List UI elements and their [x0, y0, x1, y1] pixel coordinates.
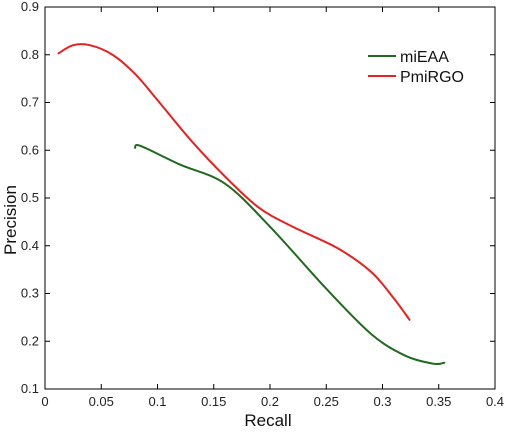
- legend: miEAA PmiRGO: [368, 49, 464, 86]
- x-tick-label: 0.15: [201, 394, 226, 409]
- series-layer: [57, 43, 446, 366]
- y-tick-label: 0.9: [21, 0, 39, 14]
- x-tick-label: 0.35: [426, 394, 451, 409]
- x-tick-label: 0.2: [261, 394, 279, 409]
- axis-ticks: 0 0.05 0.1 0.15 0.2 0.25 0.3 0.35 0.4 0.1 0.2 0.3 0.…: [21, 0, 504, 409]
- series-line-mieaa: [134, 144, 446, 366]
- x-tick-label: 0.25: [314, 394, 339, 409]
- legend-label-pmirgo: PmiRGO: [400, 69, 464, 86]
- y-axis-title: Precision: [1, 185, 20, 255]
- y-tick-label: 0.8: [21, 47, 39, 62]
- y-tick-label: 0.3: [21, 286, 39, 301]
- y-tick-label: 0.1: [21, 381, 39, 396]
- y-tick-label: 0.2: [21, 333, 39, 348]
- x-tick-label: 0.05: [89, 394, 114, 409]
- legend-label-mieaa: miEAA: [400, 49, 449, 66]
- x-tick-label: 0.4: [486, 394, 504, 409]
- x-tick-label: 0: [41, 394, 48, 409]
- x-tick-label: 0.3: [373, 394, 391, 409]
- y-tick-label: 0.4: [21, 238, 39, 253]
- y-tick-label: 0.7: [21, 95, 39, 110]
- x-tick-label: 0.1: [148, 394, 166, 409]
- y-tick-label: 0.6: [21, 142, 39, 157]
- x-axis-title: Recall: [244, 411, 291, 430]
- y-tick-label: 0.5: [21, 190, 39, 205]
- series-line-pmirgo: [57, 43, 411, 321]
